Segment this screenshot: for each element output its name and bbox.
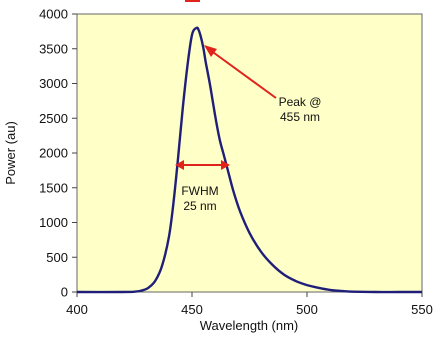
y-tick-label: 2000 xyxy=(39,146,68,161)
x-tick-label: 550 xyxy=(411,302,433,317)
peak-label-line2: 455 nm xyxy=(280,110,320,124)
fwhm-label-line2: 25 nm xyxy=(183,199,216,213)
x-axis-title: Wavelength (nm) xyxy=(200,318,299,333)
plot-area xyxy=(76,13,423,293)
y-axis-title: Power (au) xyxy=(3,121,18,185)
annotations: Peak @ 455 nm FWHM 25 nm xyxy=(175,45,321,213)
spectrum-line xyxy=(76,26,422,294)
fwhm-arrowhead-left xyxy=(175,160,184,170)
x-tick-label: 500 xyxy=(296,302,318,317)
y-tick-label: 1000 xyxy=(39,215,68,230)
peak-arrowhead xyxy=(204,45,217,57)
y-axis: 0 500 1000 1500 2000 2500 3000 3500 4000 xyxy=(39,7,77,300)
y-tick-label: 4000 xyxy=(39,7,68,22)
y-tick-label: 500 xyxy=(46,250,68,265)
y-tick-label: 3000 xyxy=(39,76,68,91)
x-tick-label: 400 xyxy=(66,302,88,317)
peak-label-line1: Peak @ xyxy=(279,95,322,109)
x-tick-label: 450 xyxy=(181,302,203,317)
fwhm-arrowhead-right xyxy=(221,160,230,170)
y-tick-label: 0 xyxy=(61,285,68,300)
y-tick-label: 3500 xyxy=(39,41,68,56)
x-axis: 400 450 500 550 xyxy=(66,292,433,317)
fwhm-label-line1: FWHM xyxy=(181,184,218,198)
peak-arrow xyxy=(209,49,277,99)
y-tick-label: 1500 xyxy=(39,180,68,195)
y-tick-label: 2500 xyxy=(39,111,68,126)
